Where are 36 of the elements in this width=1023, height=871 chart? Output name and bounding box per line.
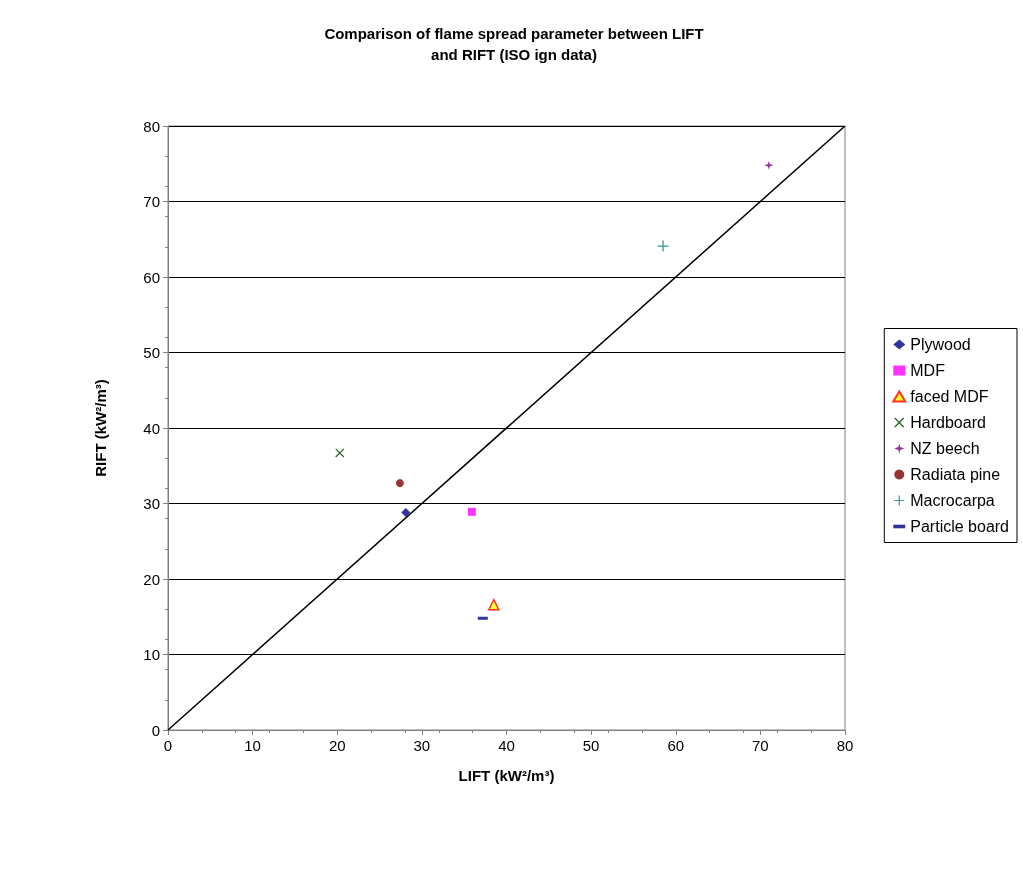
y-tick-label: 80 — [143, 117, 160, 135]
y-tick-label: 20 — [143, 570, 160, 588]
legend-label: NZ beech — [910, 440, 980, 457]
y-tick-label: 50 — [143, 344, 160, 361]
legend-label: Radiata pine — [910, 466, 1001, 483]
x-tick-label: 10 — [244, 737, 261, 754]
point — [395, 479, 404, 488]
y-tick-label: 60 — [143, 268, 160, 286]
legend-label: Plywood — [910, 336, 971, 353]
legend-label: Hardboard — [910, 414, 986, 431]
point — [488, 598, 500, 611]
y-tick-label: 10 — [143, 646, 160, 663]
y-tick-label: 40 — [143, 419, 160, 437]
legend-label: faced MDF — [910, 388, 989, 405]
chart-title: Comparison of flame spread parameter between LIFT and RIFT (ISO ign data) — [324, 25, 704, 63]
x-tick-label: 70 — [752, 737, 769, 754]
y-axis-title: RIFT (kW²/m³) — [92, 379, 109, 477]
x-tick-label: 80 — [836, 737, 854, 754]
x-axis-title: LIFT (kW²/m³) — [458, 767, 555, 784]
legend-label: MDF — [910, 362, 946, 379]
x-tick-label: 0 — [163, 737, 173, 754]
point — [401, 508, 411, 518]
x-tick-label: 60 — [667, 737, 685, 754]
point — [764, 160, 774, 170]
point — [467, 507, 476, 516]
y-tick-label: 0 — [151, 721, 160, 739]
x-tick-label: 20 — [328, 737, 346, 754]
legend-label: Particle board — [910, 518, 1009, 535]
x-tick-label: 40 — [498, 737, 515, 754]
x-tick-label: 50 — [582, 737, 600, 754]
y-tick-label: 70 — [143, 193, 160, 210]
point — [335, 448, 345, 458]
x-tick-label: 30 — [413, 737, 431, 754]
legend-label: Macrocarpa — [910, 492, 995, 509]
y-tick-label: 30 — [143, 495, 160, 512]
point — [657, 240, 669, 252]
